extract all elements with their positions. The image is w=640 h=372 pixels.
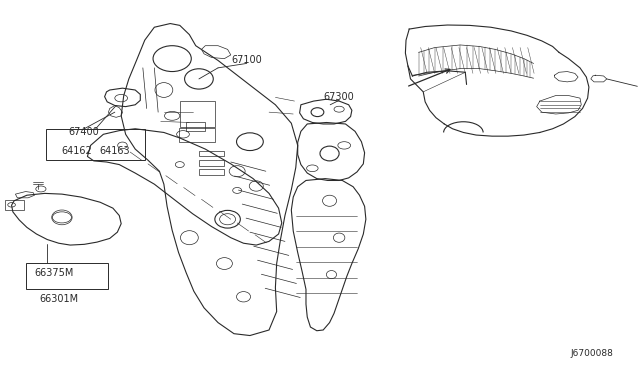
Bar (46, 129, 145, 160)
Bar (4, 200, 24, 210)
Bar (179, 128, 216, 142)
Text: 67100: 67100 (231, 55, 262, 65)
Bar (180, 101, 215, 127)
Bar (199, 151, 225, 157)
Bar (199, 160, 225, 166)
Text: 67300: 67300 (324, 92, 355, 102)
Text: 67400: 67400 (69, 128, 100, 138)
Bar (26, 263, 108, 289)
Text: 64162: 64162 (61, 146, 92, 156)
Text: J6700088: J6700088 (570, 350, 613, 359)
Text: 66375M: 66375M (34, 268, 74, 278)
Bar (186, 122, 205, 131)
Text: 66301M: 66301M (39, 294, 78, 304)
Text: 64163: 64163 (99, 146, 130, 156)
Bar (199, 169, 225, 175)
